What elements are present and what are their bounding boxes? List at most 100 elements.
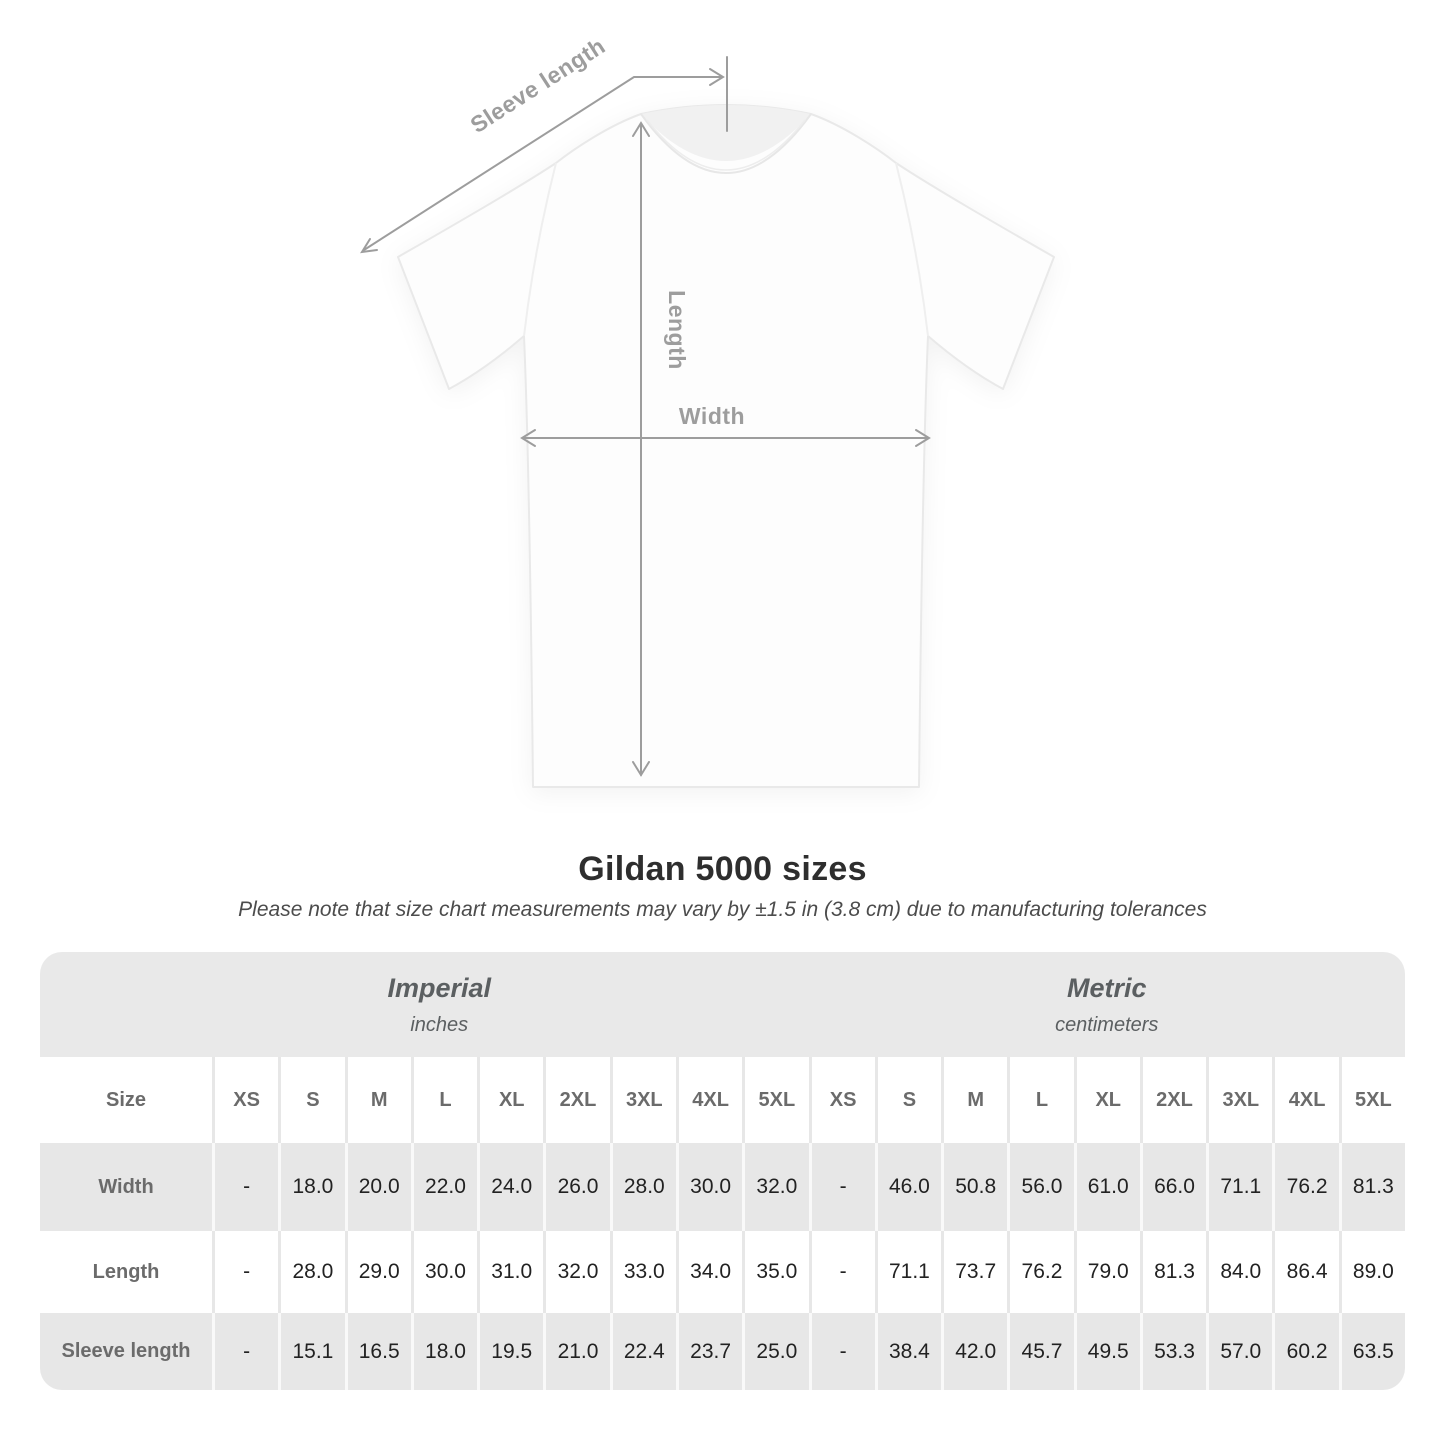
value-cell-imperial: 35.0: [742, 1231, 809, 1313]
size-header-metric-5xl: 5XL: [1338, 1057, 1405, 1143]
arrow-up-icon: [632, 121, 650, 137]
value-cell-metric: -: [808, 1143, 875, 1231]
sleeve-measure-line: [363, 76, 723, 251]
value-cell-metric: 57.0: [1206, 1313, 1273, 1390]
size-header-metric-3xl: 3XL: [1206, 1057, 1273, 1143]
tshirt-body: [397, 104, 1055, 788]
page-title: Gildan 5000 sizes: [578, 850, 867, 888]
value-cell-imperial: 29.0: [344, 1231, 411, 1313]
size-header-metric-s: S: [874, 1057, 942, 1143]
tshirt-collar-seam: [640, 113, 812, 174]
metric-unit-label: centimeters: [1055, 1013, 1159, 1036]
value-cell-metric: 53.3: [1139, 1313, 1207, 1390]
size-header-imperial-xs: XS: [212, 1057, 279, 1143]
value-cell-metric: 50.8: [941, 1143, 1008, 1231]
value-cell-imperial: 30.0: [675, 1143, 743, 1231]
value-cell-metric: 61.0: [1073, 1143, 1140, 1231]
value-cell-metric: 76.2: [1007, 1231, 1074, 1313]
value-cell-imperial: 33.0: [609, 1231, 676, 1313]
value-cell-imperial: 19.5: [477, 1313, 544, 1390]
value-cell-metric: 86.4: [1272, 1231, 1339, 1313]
value-cell-imperial: 15.1: [278, 1313, 345, 1390]
sleeve-length-label: Sleeve length: [466, 32, 610, 138]
row-label: Width: [40, 1143, 212, 1231]
value-cell-metric: -: [808, 1313, 875, 1390]
value-cell-metric: 45.7: [1007, 1313, 1074, 1390]
value-cell-metric: 38.4: [874, 1313, 942, 1390]
value-cell-metric: 63.5: [1338, 1313, 1405, 1390]
value-cell-metric: 79.0: [1073, 1231, 1140, 1313]
value-cell-imperial: 34.0: [675, 1231, 743, 1313]
metric-section-header: Metric centimeters: [808, 952, 1405, 1057]
size-header-imperial-s: S: [278, 1057, 345, 1143]
tshirt-measurement-diagram: Sleeve length Length Width: [360, 32, 1055, 788]
value-cell-metric: 66.0: [1139, 1143, 1207, 1231]
size-header-imperial-3xl: 3XL: [609, 1057, 676, 1143]
value-cell-imperial: 21.0: [543, 1313, 610, 1390]
size-header-metric-xs: XS: [808, 1057, 875, 1143]
value-cell-imperial: 28.0: [609, 1143, 676, 1231]
value-cell-imperial: 32.0: [742, 1143, 809, 1231]
arrow-down-icon: [632, 761, 650, 777]
value-cell-metric: 73.7: [941, 1231, 1008, 1313]
size-column-header: Size: [40, 1057, 212, 1143]
measurement-lines: [360, 56, 931, 777]
tshirt-neck-hole: [641, 105, 811, 161]
row-label: Length: [40, 1231, 212, 1313]
value-cell-imperial: 16.5: [344, 1313, 411, 1390]
size-header-metric-xl: XL: [1073, 1057, 1140, 1143]
size-header-metric-4xl: 4XL: [1272, 1057, 1339, 1143]
value-cell-metric: 81.3: [1139, 1231, 1207, 1313]
value-cell-metric: 42.0: [941, 1313, 1008, 1390]
value-cell-imperial: 31.0: [477, 1231, 544, 1313]
value-cell-imperial: 30.0: [410, 1231, 478, 1313]
size-header-metric-m: M: [941, 1057, 1008, 1143]
value-cell-imperial: 22.4: [609, 1313, 676, 1390]
size-header-imperial-2xl: 2XL: [543, 1057, 610, 1143]
tshirt-graphic: [397, 104, 1055, 788]
value-cell-imperial: 26.0: [543, 1143, 610, 1231]
value-cell-imperial: 22.0: [410, 1143, 478, 1231]
size-header-metric-l: L: [1007, 1057, 1074, 1143]
row-label: Sleeve length: [40, 1313, 212, 1390]
size-chart-table: Imperial inches Metric centimeters Size X…: [40, 952, 1405, 1390]
value-cell-imperial: 20.0: [344, 1143, 411, 1231]
size-header-imperial-l: L: [410, 1057, 478, 1143]
length-label: Length: [664, 290, 690, 370]
value-cell-metric: 46.0: [874, 1143, 942, 1231]
size-header-imperial-xl: XL: [477, 1057, 544, 1143]
value-cell-imperial: 32.0: [543, 1231, 610, 1313]
value-cell-metric: 60.2: [1272, 1313, 1339, 1390]
arrow-left-icon: [520, 429, 536, 447]
width-label: Width: [679, 403, 745, 429]
value-cell-imperial: -: [212, 1143, 279, 1231]
tshirt-left-sleeve-seam: [523, 162, 557, 337]
value-cell-imperial: 18.0: [410, 1313, 478, 1390]
tolerance-note: Please note that size chart measurements…: [238, 898, 1207, 921]
arrow-right-icon: [915, 429, 931, 447]
value-cell-metric: 71.1: [874, 1231, 942, 1313]
value-cell-metric: 89.0: [1338, 1231, 1405, 1313]
value-cell-imperial: 24.0: [477, 1143, 544, 1231]
size-header-metric-2xl: 2XL: [1139, 1057, 1207, 1143]
arrow-right-icon: [709, 68, 725, 86]
value-cell-imperial: 25.0: [742, 1313, 809, 1390]
value-cell-metric: -: [808, 1231, 875, 1313]
imperial-section-header: Imperial inches: [40, 952, 809, 1057]
tshirt-right-sleeve-seam: [895, 162, 929, 337]
value-cell-imperial: -: [212, 1313, 279, 1390]
size-header-imperial-4xl: 4XL: [675, 1057, 743, 1143]
value-cell-metric: 71.1: [1206, 1143, 1273, 1231]
value-cell-metric: 49.5: [1073, 1313, 1140, 1390]
value-cell-metric: 56.0: [1007, 1143, 1074, 1231]
value-cell-imperial: -: [212, 1231, 279, 1313]
size-header-imperial-m: M: [344, 1057, 411, 1143]
arrow-diagonal-icon: [360, 238, 378, 254]
imperial-label: Imperial: [387, 972, 492, 1003]
value-cell-metric: 84.0: [1206, 1231, 1273, 1313]
value-cell-metric: 76.2: [1272, 1143, 1339, 1231]
size-header-imperial-5xl: 5XL: [742, 1057, 809, 1143]
tshirt-collar-stitch: [646, 119, 806, 171]
metric-label: Metric: [1066, 972, 1147, 1003]
value-cell-imperial: 18.0: [278, 1143, 345, 1231]
